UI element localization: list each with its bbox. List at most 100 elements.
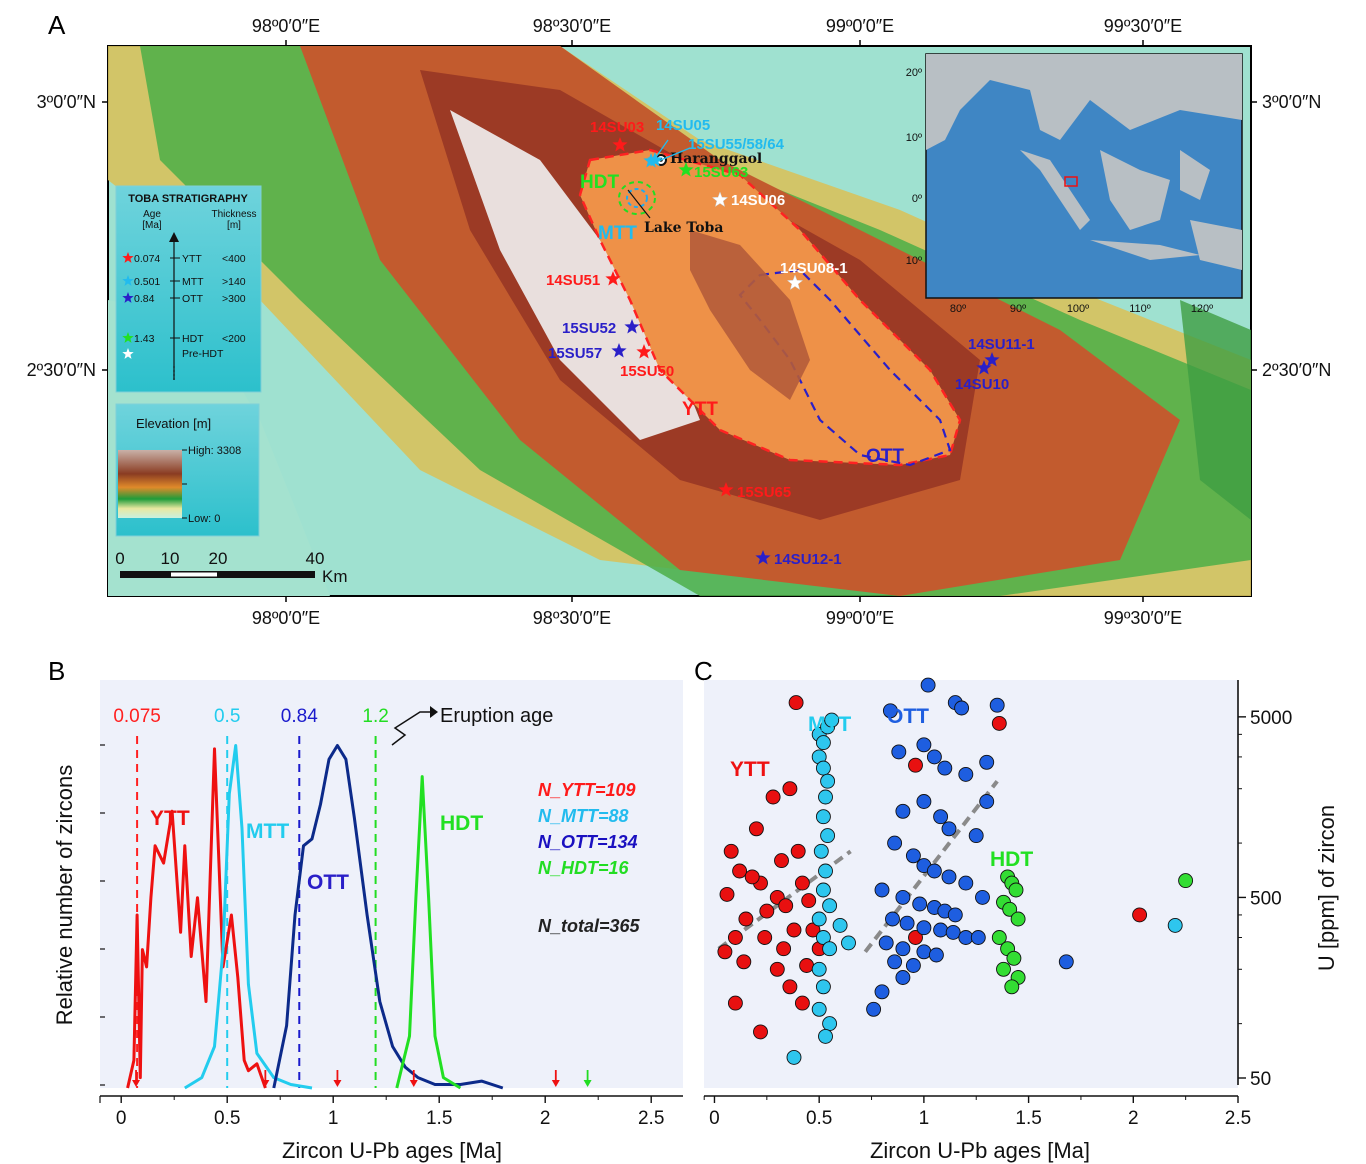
strat-thickness: >300 — [222, 293, 246, 305]
lon-label-bottom: 99º30′0″E — [1104, 608, 1182, 628]
sample-label: 15SU63 — [694, 164, 748, 181]
map-graticule: 98º0′0″E 98º30′0″E 99º0′0″E 99º30′0″E 98… — [27, 16, 1332, 628]
elevation-colorbar — [118, 450, 182, 518]
scatter-point-ytt — [759, 903, 775, 919]
strat-unit: HDT — [182, 333, 204, 345]
scatter-point-ott — [928, 947, 944, 963]
scatter-point-mtt — [811, 1001, 827, 1017]
scatter-point-mtt — [815, 809, 831, 825]
scatter-point-ott — [933, 809, 949, 825]
scatter-point-ott — [958, 766, 974, 782]
y-tick-label: 500 — [1250, 888, 1282, 909]
sample-label: 14SU11-1 — [968, 336, 1035, 353]
chart-b-label-hdt: HDT — [440, 812, 483, 835]
scatter-point-mtt — [818, 1028, 833, 1044]
sample-star — [786, 274, 804, 291]
lat-label-left: 3º0′0″N — [37, 92, 96, 112]
x-tick-label: 1 — [919, 1108, 930, 1129]
strat-unit: YTT — [182, 253, 202, 265]
scatter-point-mtt — [841, 935, 856, 951]
chart-b-plot-area — [100, 680, 683, 1088]
strat-star — [122, 275, 134, 286]
count-hdt: N_HDT=16 — [538, 858, 630, 878]
scatter-point-ott — [895, 889, 911, 905]
count-total: N_total=365 — [538, 916, 641, 936]
scatter-point-ott — [975, 889, 990, 905]
x-tick-label: 1.5 — [1015, 1108, 1041, 1129]
scatter-point-ott — [905, 958, 921, 973]
scatter-point-ott — [912, 896, 928, 912]
strat-thickness: <200 — [222, 333, 246, 345]
scatter-point-mtt — [815, 930, 831, 945]
chart-b: 0 0.5 1 1.5 2 2.5 0.075 0.5 0.84 1.2 — [99, 706, 705, 1129]
count-ytt: N_YTT=109 — [538, 780, 636, 800]
sample-star — [624, 319, 640, 334]
lon-label-top: 98º30′0″E — [533, 16, 611, 36]
chart-b-label-ytt: YTT — [150, 807, 190, 830]
sample-star — [976, 360, 992, 375]
scatter-point-mtt — [832, 917, 848, 933]
sample-star — [636, 344, 652, 359]
sample-label: 14SU10 — [955, 376, 1009, 393]
stratigraphy-legend: TOBA STRATIGRAPHY Age [Ma] Thickness [m]… — [115, 185, 262, 393]
scatter-point-mtt — [1167, 917, 1183, 933]
scatter-point-hdt — [1178, 873, 1194, 889]
scatter-point-ytt — [778, 898, 794, 914]
lon-label-top: 99º30′0″E — [1104, 16, 1182, 36]
scatter-point-ytt — [753, 1024, 768, 1040]
scale-unit: Km — [322, 567, 348, 586]
scatter-point-ott — [926, 749, 942, 765]
scatter-point-ott — [933, 922, 949, 938]
scale-tick: 20 — [209, 549, 228, 568]
sample-star — [755, 550, 771, 565]
scatter-point-ott — [968, 828, 984, 844]
scatter-point-ott — [926, 863, 942, 879]
scatter-point-ott — [891, 744, 907, 760]
sample-star — [711, 191, 729, 208]
lon-label-bottom: 98º0′0″E — [252, 608, 320, 628]
stratigraphy-col-age-unit: [Ma] — [142, 220, 162, 231]
scatter-point-ytt — [805, 922, 821, 938]
scatter-point-ytt — [727, 995, 743, 1011]
strat-unit: Pre-HDT — [182, 348, 224, 360]
scatter-point-ytt — [719, 886, 735, 902]
scatter-point-ott — [937, 760, 953, 776]
x-tick-label: 2 — [540, 1108, 551, 1129]
scatter-point-ott — [916, 794, 932, 809]
sample-label: 14SU12-1 — [774, 551, 842, 568]
scatter-point-ytt — [738, 911, 754, 927]
sample-label: 14SU06 — [731, 192, 785, 209]
scatter-point-mtt — [824, 712, 840, 728]
scatter-point-ott — [887, 835, 903, 851]
eruption-age-label: 1.2 — [362, 706, 388, 727]
scatter-point-ott — [916, 737, 932, 753]
scatter-point-ott — [958, 930, 974, 945]
inset-x-tick: 100º — [1067, 303, 1089, 315]
lake-label: Lake Toba — [644, 220, 723, 236]
scatter-point-mtt — [815, 735, 831, 751]
scatter-point-hdt — [1006, 950, 1022, 966]
strat-age: 0.501 — [134, 276, 160, 288]
strat-unit: MTT — [182, 276, 204, 288]
panel-label-c: C — [694, 656, 713, 686]
inset-locator — [1064, 176, 1078, 187]
sample-label: 14SU51 — [546, 272, 600, 289]
x-tick-label: 0.5 — [214, 1108, 240, 1129]
chart-b-xlabel: Zircon U-Pb ages [Ma] — [282, 1138, 502, 1163]
age-arrow-head — [409, 1080, 418, 1087]
lat-label-right: 2º30′0″N — [1262, 360, 1331, 380]
x-tick-label: 2.5 — [638, 1108, 664, 1129]
inset-x-tick: 80º — [950, 303, 966, 315]
inset-map: 80º 90º 100º 110º 120º 20º 10º 0º 10º — [906, 53, 1243, 315]
scatter-point-ott — [874, 984, 890, 1000]
scale-tick: 10 — [161, 549, 180, 568]
chart-b-label-ott: OTT — [307, 871, 349, 894]
chart-c-label-hdt: HDT — [990, 848, 1033, 871]
sample-labels: 14SU03 14SU05 15SU55/58/64 15SU63 14SU06… — [546, 117, 1035, 568]
age-arrow-head — [583, 1080, 592, 1087]
y-tick-label: 50 — [1250, 1069, 1271, 1090]
scatter-point-ytt — [736, 954, 752, 970]
x-tick-label: 0 — [709, 1108, 720, 1129]
x-tick-label: 1.5 — [426, 1108, 452, 1129]
